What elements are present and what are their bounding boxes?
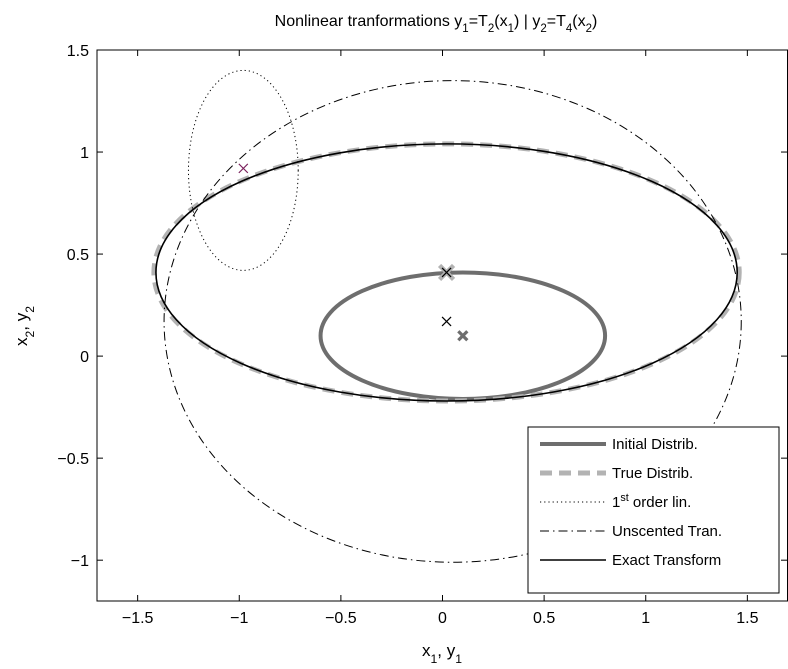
legend: Initial Distrib. True Distrib. 1st order l… [527, 426, 780, 594]
y-tick-label: 0.5 [67, 247, 89, 264]
legend-label: True Distrib. [612, 465, 693, 482]
y-tick-label: −0.5 [57, 451, 89, 468]
legend-item-1st-order-lin: 1st order lin. [540, 492, 691, 511]
mean-marker-unscented-tran [441, 316, 452, 327]
x-tick-label: −1 [230, 610, 248, 627]
series-1st-order-lin [187, 69, 299, 271]
series-exact-transform [155, 143, 738, 402]
legend-label: Initial Distrib. [612, 436, 698, 453]
y-axis-label: x2, y2 [12, 306, 37, 346]
legend-item-initial-distrib: Initial Distrib. [540, 436, 698, 453]
marker-stroke [441, 267, 452, 278]
marker-stroke [441, 316, 452, 327]
marker-stroke [238, 163, 249, 174]
y-tick-label: 0 [80, 349, 89, 366]
mean-marker-1st-order-lin [238, 163, 249, 174]
legend-item-true-distrib: True Distrib. [540, 465, 693, 482]
y-tick-label: 1.5 [67, 43, 89, 60]
plot-series-group [151, 69, 742, 563]
y-tick-label: −1 [71, 553, 89, 570]
x-axis-label: x1, y1 [422, 641, 462, 666]
series-unscented-tran [163, 80, 742, 563]
x-tick-label: −1.5 [122, 610, 154, 627]
plot-area [151, 69, 742, 563]
legend-item-unscented-tran: Unscented Tran. [540, 523, 722, 540]
x-tick-label: 0.5 [533, 610, 555, 627]
axes: −1.5 −1 −0.5 0 0.5 1 1.5 −1 −0.5 0 0.5 1 1.5 [57, 43, 788, 627]
x-tick-label: 1.5 [736, 610, 758, 627]
mean-marker-exact-transform [441, 267, 452, 278]
x-tick-label: 0 [438, 610, 447, 627]
marker-stroke [457, 330, 469, 342]
legend-item-exact-transform: Exact Transform [540, 552, 721, 569]
x-tick-label: −0.5 [325, 610, 357, 627]
legend-label: Unscented Tran. [612, 523, 722, 540]
x-tick-label: 1 [641, 610, 650, 627]
y-tick-label: 1 [80, 145, 89, 162]
mean-marker-initial-distrib [457, 330, 469, 342]
legend-label: 1st order lin. [612, 492, 691, 511]
chart-title: Nonlinear tranformations y1=T2(x1) | y2=… [275, 13, 598, 35]
legend-box [527, 426, 780, 594]
legend-label: Exact Transform [612, 552, 721, 569]
